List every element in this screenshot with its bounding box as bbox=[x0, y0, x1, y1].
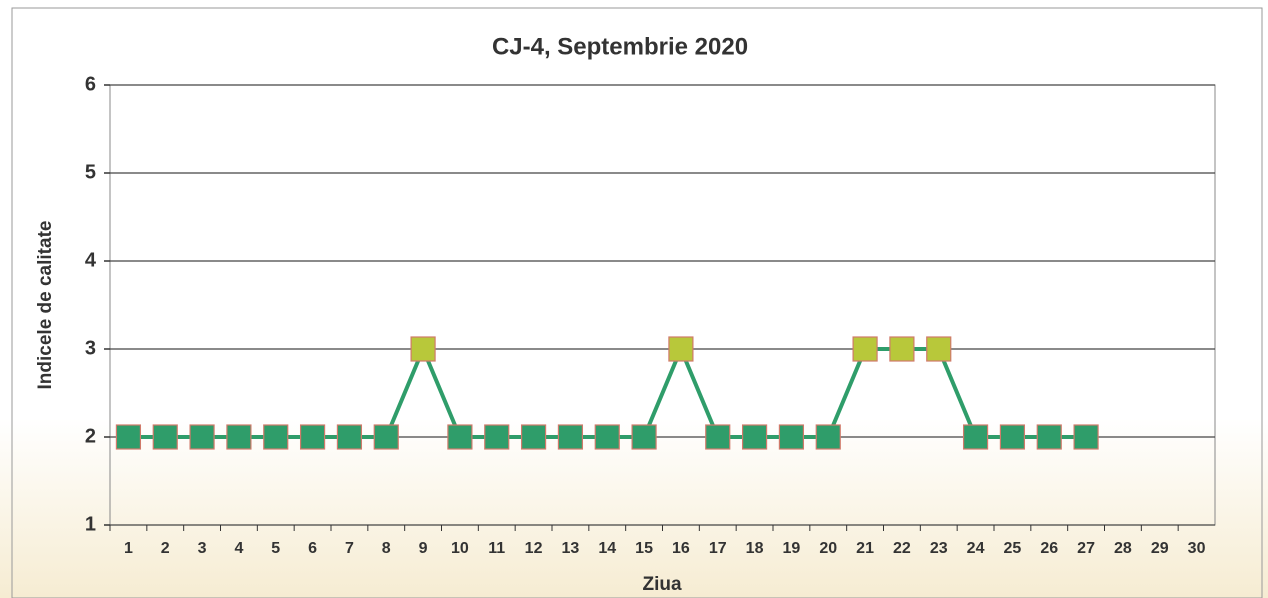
y-tick-label: 5 bbox=[85, 161, 96, 183]
data-point bbox=[299, 424, 326, 450]
x-tick-label: 3 bbox=[198, 540, 207, 557]
x-tick-label: 23 bbox=[930, 540, 948, 557]
x-tick-label: 11 bbox=[488, 540, 505, 557]
x-axis-label: Ziua bbox=[642, 574, 681, 595]
x-tick-label: 5 bbox=[271, 540, 280, 557]
x-tick-label: 30 bbox=[1188, 540, 1206, 557]
data-point bbox=[631, 424, 657, 450]
x-tick-label: 18 bbox=[746, 540, 764, 557]
data-point bbox=[1036, 424, 1062, 450]
data-point bbox=[410, 336, 436, 362]
x-tick-label: 1 bbox=[124, 540, 133, 557]
x-tick-label: 28 bbox=[1114, 540, 1132, 557]
data-point bbox=[115, 424, 142, 450]
x-tick-label: 10 bbox=[451, 540, 469, 557]
x-tick-label: 15 bbox=[635, 540, 653, 557]
x-tick-label: 4 bbox=[234, 540, 243, 557]
x-tick-label: 24 bbox=[967, 540, 985, 557]
x-tick-label: 6 bbox=[308, 540, 317, 557]
data-point bbox=[705, 424, 731, 450]
data-point bbox=[778, 424, 805, 450]
x-tick-label: 2 bbox=[161, 540, 170, 557]
chart-title: CJ-4, Septembrie 2020 bbox=[492, 33, 748, 60]
x-tick-label: 27 bbox=[1077, 540, 1095, 557]
x-tick-label: 16 bbox=[672, 540, 690, 557]
x-tick-label: 22 bbox=[893, 540, 911, 557]
data-point bbox=[336, 424, 363, 450]
plot-area bbox=[109, 84, 1216, 526]
x-tick-label: 9 bbox=[419, 540, 428, 557]
x-tick-label: 25 bbox=[1004, 540, 1022, 557]
x-tick-label: 12 bbox=[525, 540, 543, 557]
data-point bbox=[520, 424, 547, 450]
data-point bbox=[852, 336, 878, 362]
data-point bbox=[557, 424, 584, 450]
data-point bbox=[484, 424, 510, 450]
x-tick-label: 21 bbox=[856, 540, 874, 557]
y-axis-label: Indicele de calitate bbox=[35, 221, 56, 390]
data-point bbox=[815, 424, 841, 450]
x-tick-label: 26 bbox=[1040, 540, 1058, 557]
data-point bbox=[263, 424, 289, 450]
x-tick-label: 7 bbox=[345, 540, 354, 557]
data-point bbox=[668, 336, 694, 362]
data-point bbox=[226, 424, 252, 450]
chart-frame bbox=[11, 7, 1263, 598]
data-point bbox=[741, 424, 768, 450]
y-tick-label: 4 bbox=[85, 249, 97, 271]
y-tick-label: 1 bbox=[85, 513, 96, 535]
data-point bbox=[889, 336, 915, 362]
data-point bbox=[962, 424, 989, 450]
data-point bbox=[999, 424, 1026, 450]
x-tick-label: 29 bbox=[1151, 540, 1169, 557]
x-tick-label: 13 bbox=[562, 540, 580, 557]
data-point bbox=[189, 424, 215, 450]
y-tick-label: 3 bbox=[85, 337, 96, 359]
y-tick-label: 6 bbox=[85, 73, 96, 95]
data-point bbox=[594, 424, 620, 450]
data-point bbox=[152, 424, 178, 450]
data-point bbox=[1073, 424, 1099, 450]
x-tick-label: 8 bbox=[382, 540, 391, 557]
x-tick-label: 14 bbox=[598, 540, 616, 557]
data-point bbox=[447, 424, 473, 450]
data-point bbox=[926, 336, 952, 362]
y-tick-label: 2 bbox=[85, 425, 96, 447]
data-line bbox=[128, 343, 1087, 439]
x-tick-label: 17 bbox=[709, 540, 727, 557]
data-point bbox=[373, 424, 399, 450]
x-tick-label: 19 bbox=[783, 540, 801, 557]
x-tick-label: 20 bbox=[819, 540, 837, 557]
